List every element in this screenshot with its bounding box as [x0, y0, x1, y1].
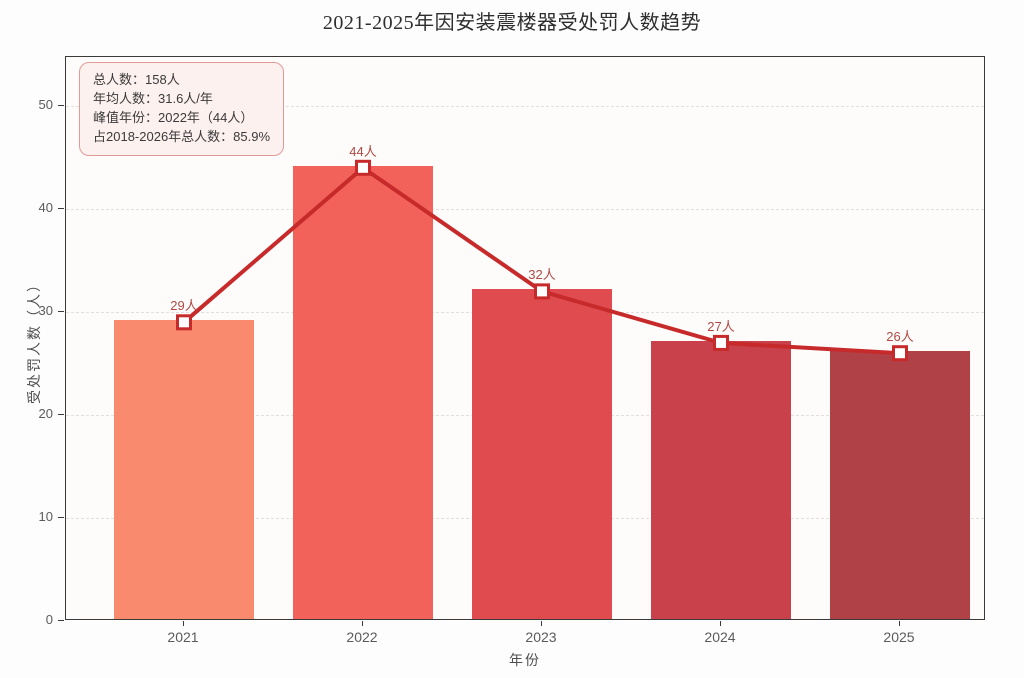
x-tick-mark-2021 [183, 621, 184, 626]
marker-2022 [355, 159, 371, 176]
x-tick-mark-2023 [541, 621, 542, 626]
x-tick-label-2024: 2024 [704, 629, 736, 645]
plot-area: 29人 44人 32人 27人 26人 总人数：158人 年均人数：31.6人/年 峰值… [65, 56, 985, 620]
trend-line-layer [176, 159, 908, 362]
gridline-40 [66, 209, 984, 210]
y-tick-label-50: 50 [38, 97, 53, 112]
marker-2021 [176, 314, 192, 331]
annotation-average: 年均人数：31.6人/年 [93, 90, 213, 106]
y-tick-mark-20 [58, 414, 64, 415]
annotation-peak: 峰值年份：2022年（44人） [93, 109, 254, 125]
y-tick-mark-30 [58, 311, 64, 312]
y-tick-label-20: 20 [38, 406, 53, 421]
trend-line [182, 165, 901, 356]
marker-2024 [713, 334, 729, 351]
chart-title: 2021-2025年因安装震楼器受处罚人数趋势 [322, 12, 702, 34]
summary-annotation-box: 总人数：158人 年均人数：31.6人/年 峰值年份：2022年（44人） 占2… [79, 62, 285, 157]
y-tick-mark-50 [58, 105, 64, 106]
value-label-2024: 27人 [707, 318, 735, 334]
y-tick-label-40: 40 [38, 200, 53, 215]
x-tick-mark-2024 [720, 621, 721, 626]
x-tick-label-2025: 2025 [883, 629, 915, 645]
annotation-total: 总人数：158人 [93, 72, 180, 87]
x-tick-label-2023: 2023 [525, 629, 557, 645]
y-tick-label-30: 30 [38, 303, 53, 318]
x-tick-mark-2022 [362, 621, 363, 626]
bar-2021 [114, 320, 254, 619]
marker-2025 [892, 345, 908, 362]
y-axis-title: 受处罚人数（人） [26, 276, 42, 404]
value-label-2021: 29人 [170, 298, 198, 314]
gridline-50 [66, 106, 984, 107]
y-tick-label-10: 10 [38, 509, 53, 524]
bar-2022 [293, 165, 433, 619]
annotation-share: 占2018-2026年总人数：85.9% [93, 128, 271, 144]
value-label-2022: 44人 [349, 143, 377, 159]
y-tick-mark-40 [58, 208, 64, 209]
value-label-2023: 32人 [528, 267, 556, 283]
bar-2024 [651, 340, 791, 619]
bar-2023 [472, 289, 612, 619]
y-tick-mark-0 [58, 620, 64, 621]
x-tick-label-2022: 2022 [346, 629, 378, 645]
x-axis-title: 年份 [509, 652, 541, 668]
y-tick-mark-10 [58, 517, 64, 518]
value-label-2025: 26人 [886, 329, 914, 345]
y-tick-label-0: 0 [45, 612, 53, 627]
bar-2025 [830, 351, 970, 619]
x-tick-label-2021: 2021 [167, 629, 199, 645]
x-tick-mark-2025 [899, 621, 900, 626]
marker-2023 [534, 283, 550, 300]
